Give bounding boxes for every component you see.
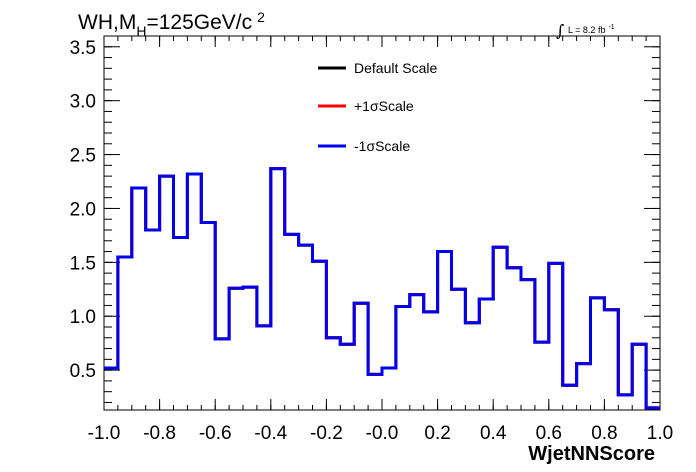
y-tick-label: 3.0 xyxy=(70,92,96,113)
y-tick-label: 1.0 xyxy=(70,307,96,328)
y-tick-label: 1.5 xyxy=(70,253,96,274)
lumi-text: L = 8.2 fb xyxy=(568,25,605,35)
x-tick-label: -1.0 xyxy=(88,423,121,444)
legend-label: -1σScale xyxy=(354,138,410,154)
y-tick-label: 2.0 xyxy=(70,199,96,220)
integral-sign-icon: ∫ xyxy=(556,21,564,40)
x-tick-label: 0.6 xyxy=(536,423,562,444)
chart-title: WH,MH=125GeV/c 2 xyxy=(78,9,265,39)
legend-label: Default Scale xyxy=(354,60,437,76)
legend-label: +1σScale xyxy=(354,98,414,114)
y-tick-label: 0.5 xyxy=(70,361,96,382)
legend: Default Scale +1σScale -1σScale xyxy=(318,60,437,154)
y-tick-label: 3.5 xyxy=(70,38,96,59)
lumi-label: L = 8.2 fb -1 xyxy=(568,24,615,35)
x-tick-label: -0.2 xyxy=(310,423,343,444)
x-tick-label: 0.8 xyxy=(591,423,617,444)
series-line-3 xyxy=(104,167,660,410)
y-tick-label: 2.5 xyxy=(70,146,96,167)
y-axis: 0.5 1.0 1.5 2.0 2.5 3.0 3.5 xyxy=(70,35,660,403)
x-tick-label: 1.0 xyxy=(647,423,673,444)
title-subscript: H xyxy=(136,23,146,39)
x-tick-label: -0.8 xyxy=(143,423,176,444)
x-tick-label: -0.4 xyxy=(254,423,287,444)
series-layer xyxy=(104,167,660,410)
x-tick-label: 0.2 xyxy=(424,423,450,444)
x-axis: -1.0 -0.8 -0.6 -0.4 -0.2 -0.0 0.2 0.4 0.6 0.8 1.0 xyxy=(88,36,673,444)
title-rest: =125GeV/c xyxy=(146,11,252,34)
x-tick-label: 0.4 xyxy=(480,423,507,444)
x-tick-label: -0.0 xyxy=(366,423,399,444)
title-main: WH,M xyxy=(78,11,136,34)
x-axis-title: WjetNNScore xyxy=(528,443,655,465)
lumi-superscript: -1 xyxy=(608,24,614,31)
x-tick-label: -0.6 xyxy=(199,423,232,444)
title-superscript: 2 xyxy=(257,9,265,25)
